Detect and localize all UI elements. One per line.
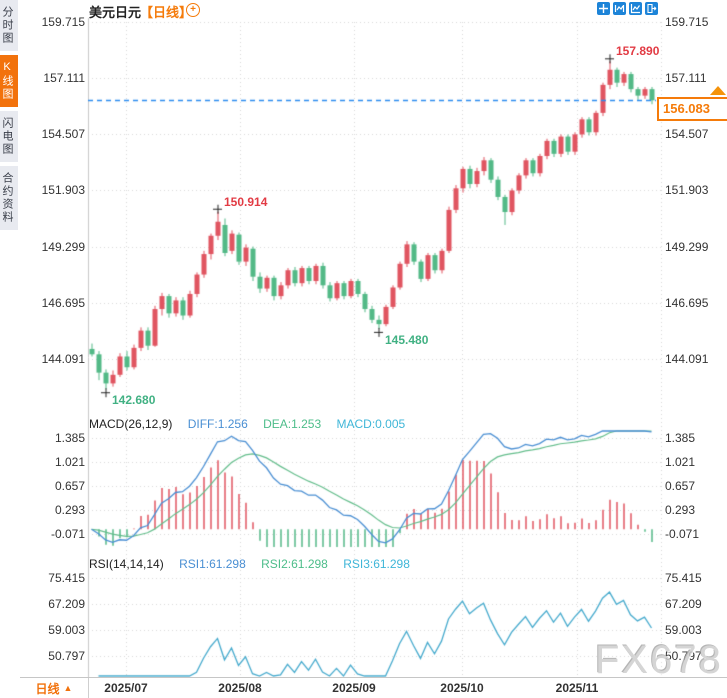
macd-dea-value: DEA:1.253 — [263, 417, 322, 431]
y-axis-label: 67.209 — [665, 597, 702, 611]
price-alert-arrow-icon — [710, 86, 726, 95]
y-axis-label: 50.797 — [665, 649, 702, 663]
sidebar: 分时图 K线图 闪电图 合约资料 — [0, 0, 20, 697]
y-axis-label: 151.903 — [665, 183, 709, 197]
add-indicator-icon[interactable]: + — [186, 3, 200, 17]
symbol-title: 美元日元 — [89, 5, 142, 20]
sidebar-item-contract-info[interactable]: 合约资料 — [0, 166, 18, 230]
rsi-header: RSI(14,14,14) RSI1:61.298 RSI2:61.298 RS… — [89, 557, 410, 571]
x-axis-date-label: 2025/09 — [332, 681, 376, 695]
y-axis-label: 151.903 — [41, 183, 85, 197]
x-axis-date-label: 2025/11 — [555, 681, 599, 695]
y-axis-label: -0.071 — [50, 527, 85, 541]
y-axis-label: 75.415 — [665, 571, 702, 585]
last-price-label: 156.083 — [657, 97, 727, 121]
rsi-title: RSI(14,14,14) — [89, 557, 164, 571]
y-axis-label: 1.021 — [665, 455, 696, 469]
y-axis-label: 144.091 — [665, 352, 709, 366]
y-axis-label: 154.507 — [41, 127, 85, 141]
rsi3-value: RSI3:61.298 — [343, 557, 410, 571]
fit-chart-icon[interactable] — [613, 2, 626, 15]
time-axis-bar: 日线 ▲ 2025/07 2025/08 2025/09 2025/10 2025/11 — [20, 677, 727, 698]
high-price-annotation: 157.890 — [616, 44, 660, 58]
y-axis-label: 0.293 — [665, 503, 696, 517]
macd-header: MACD(26,12,9) DIFF:1.256 DEA:1.253 MACD:… — [89, 417, 405, 431]
crosshair-icon[interactable] — [597, 2, 610, 15]
x-axis-date-label: 2025/08 — [218, 681, 262, 695]
y-axis-label: 0.657 — [665, 479, 696, 493]
sidebar-item-timeshare[interactable]: 分时图 — [0, 0, 18, 51]
axis-scale-icon[interactable] — [629, 2, 642, 15]
y-axis-label: -0.071 — [665, 527, 700, 541]
y-axis-label: 0.293 — [54, 503, 85, 517]
y-axis-label: 144.091 — [41, 352, 85, 366]
y-axis-label: 0.657 — [54, 479, 85, 493]
y-axis-label: 50.797 — [48, 649, 85, 663]
y-axis-label: 157.111 — [665, 71, 707, 85]
period-selector-label: 日线 — [35, 681, 60, 696]
fx678-watermark: FX678 — [595, 638, 723, 682]
y-axis-label: 1.385 — [54, 431, 85, 445]
macd-bar-value: MACD:0.005 — [336, 417, 406, 431]
y-axis-label: 1.021 — [54, 455, 85, 469]
period-selector-button[interactable]: 日线 ▲ — [20, 678, 89, 698]
y-axis-label: 75.415 — [48, 571, 85, 585]
low-price-annotation: 142.680 — [112, 393, 156, 407]
y-axis-label: 59.003 — [48, 623, 85, 637]
y-axis-label: 146.695 — [41, 296, 85, 310]
chevron-up-icon: ▲ — [63, 683, 73, 693]
y-axis-label: 154.507 — [665, 127, 709, 141]
rsi1-value: RSI1:61.298 — [179, 557, 246, 571]
y-axis-label: 149.299 — [41, 240, 85, 254]
y-axis-label: 159.715 — [665, 15, 709, 29]
y-axis-label: 157.111 — [43, 71, 85, 85]
y-axis-label: 146.695 — [665, 296, 709, 310]
macd-diff-value: DIFF:1.256 — [187, 417, 248, 431]
y-axis-label: 59.003 — [665, 623, 702, 637]
y-axis-label: 159.715 — [41, 15, 85, 29]
x-axis-date-label: 2025/10 — [440, 681, 484, 695]
swing-low-price-annotation: 145.480 — [385, 333, 429, 347]
x-axis-date-label: 2025/07 — [104, 681, 148, 695]
period-tag: 【日线】 — [140, 5, 193, 20]
y-axis-label: 149.299 — [665, 240, 709, 254]
sidebar-item-lightning[interactable]: 闪电图 — [0, 111, 18, 162]
export-icon[interactable] — [645, 2, 658, 15]
chart-toolbar — [597, 2, 658, 15]
sidebar-item-kline[interactable]: K线图 — [0, 55, 18, 107]
y-axis-label: 67.209 — [48, 597, 85, 611]
y-axis-label: 1.385 — [665, 431, 696, 445]
swing-high-price-annotation: 150.914 — [224, 195, 268, 209]
rsi2-value: RSI2:61.298 — [261, 557, 328, 571]
macd-title: MACD(26,12,9) — [89, 417, 173, 431]
